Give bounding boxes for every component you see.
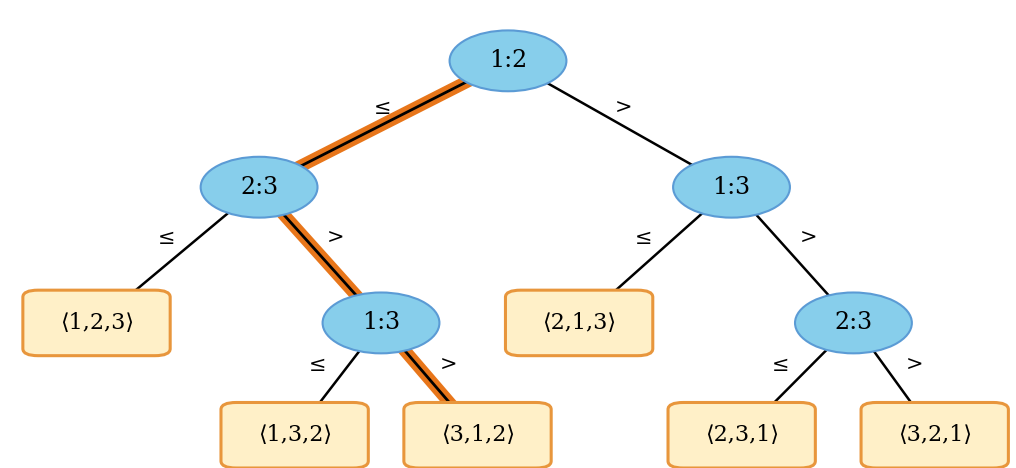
Text: 2:3: 2:3 <box>240 176 278 199</box>
FancyBboxPatch shape <box>220 402 368 468</box>
Text: >: > <box>615 99 632 118</box>
Text: ⟨2,1,3⟩: ⟨2,1,3⟩ <box>543 312 616 334</box>
FancyBboxPatch shape <box>505 290 652 356</box>
Text: ⟨1,3,2⟩: ⟨1,3,2⟩ <box>258 424 331 446</box>
Text: ≤: ≤ <box>634 229 652 248</box>
Text: ≤: ≤ <box>158 229 176 248</box>
FancyBboxPatch shape <box>403 402 551 468</box>
Text: >: > <box>327 229 344 248</box>
Text: >: > <box>800 229 817 248</box>
Text: 1:3: 1:3 <box>362 311 400 335</box>
FancyBboxPatch shape <box>22 290 171 356</box>
Text: >: > <box>906 356 924 375</box>
Text: ⟨1,2,3⟩: ⟨1,2,3⟩ <box>60 312 133 334</box>
Text: ≤: ≤ <box>374 99 392 118</box>
Text: ⟨2,3,1⟩: ⟨2,3,1⟩ <box>705 424 778 446</box>
Text: >: > <box>439 356 457 375</box>
Text: ≤: ≤ <box>772 356 789 375</box>
Text: 1:2: 1:2 <box>489 49 527 73</box>
Text: ≤: ≤ <box>309 356 326 375</box>
Text: ⟨3,2,1⟩: ⟨3,2,1⟩ <box>898 424 971 446</box>
Ellipse shape <box>323 292 439 353</box>
FancyBboxPatch shape <box>862 402 1008 468</box>
FancyBboxPatch shape <box>669 402 815 468</box>
Text: 2:3: 2:3 <box>834 311 873 335</box>
Ellipse shape <box>673 157 790 218</box>
Ellipse shape <box>200 157 317 218</box>
Text: 1:3: 1:3 <box>712 176 751 199</box>
Text: ⟨3,1,2⟩: ⟨3,1,2⟩ <box>441 424 514 446</box>
Ellipse shape <box>449 30 567 91</box>
Ellipse shape <box>795 292 911 353</box>
